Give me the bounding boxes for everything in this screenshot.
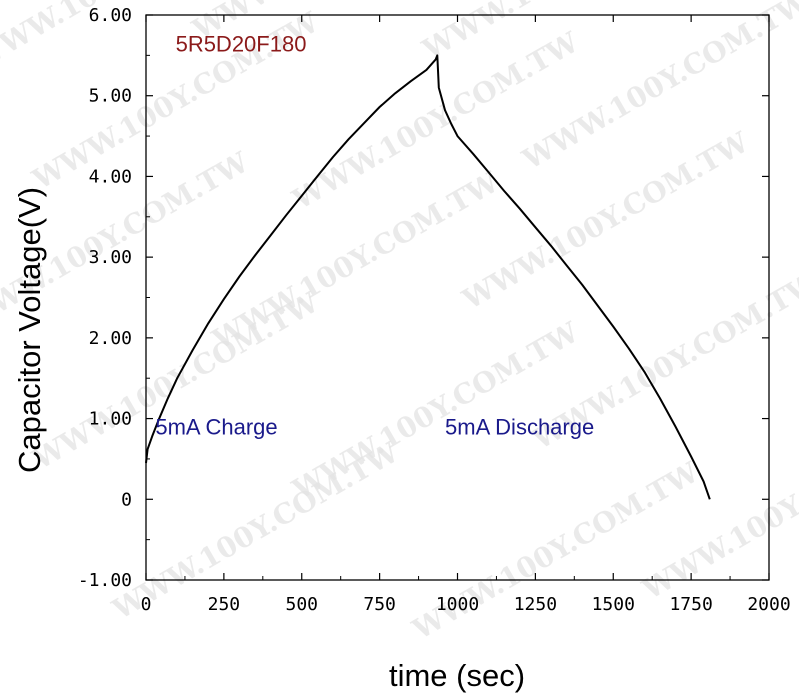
series-lines [145, 54, 711, 500]
x-tick-label: 2000 [747, 594, 790, 615]
y-tick-label: 0 [121, 489, 132, 510]
y-tick-label: -1.00 [78, 570, 132, 591]
y-tick-label: 2.00 [89, 328, 132, 349]
y-tick-label: 1.00 [89, 409, 132, 430]
x-tick-label: 1500 [592, 594, 635, 615]
x-tick-label: 1250 [514, 594, 557, 615]
x-tick-label: 500 [285, 594, 318, 615]
y-tick-label: 5.00 [89, 86, 132, 107]
axis-tick-labels: 0 250 500 750 1000 1250 1500 1750 2000 -1.00 0 1.00… [78, 5, 791, 615]
axis-ticks [145, 14, 770, 581]
watermark-text: WWW.100Y.COM.TW [406, 455, 704, 646]
watermark-text: WWW.100Y.COM.TW [516, 0, 799, 177]
x-tick-label: 0 [141, 594, 152, 615]
annotation-label: 5mA Discharge [445, 415, 594, 440]
annotation-label: 5R5D20F180 [176, 31, 307, 56]
x-axis-title: time (sec) [389, 658, 525, 693]
y-tick-label: 3.00 [89, 247, 132, 268]
x-tick-label: 750 [363, 594, 396, 615]
y-tick-label: 6.00 [89, 5, 132, 26]
watermark-text: WWW.100Y.COM.TW [456, 125, 754, 316]
y-tick-label: 4.00 [89, 166, 132, 187]
y-axis-title: Capacitor Voltage(V) [12, 187, 47, 473]
watermark-text: WWW.100Y.COM.TW [636, 415, 799, 606]
x-tick-label: 250 [208, 594, 241, 615]
annotation-label: 5mA Charge [155, 415, 277, 440]
x-tick-label: 1000 [436, 594, 479, 615]
x-tick-label: 1750 [669, 594, 712, 615]
annotations: 5R5D20F180 5mA Charge 5mA Discharge [155, 31, 594, 439]
series-line [145, 54, 711, 500]
